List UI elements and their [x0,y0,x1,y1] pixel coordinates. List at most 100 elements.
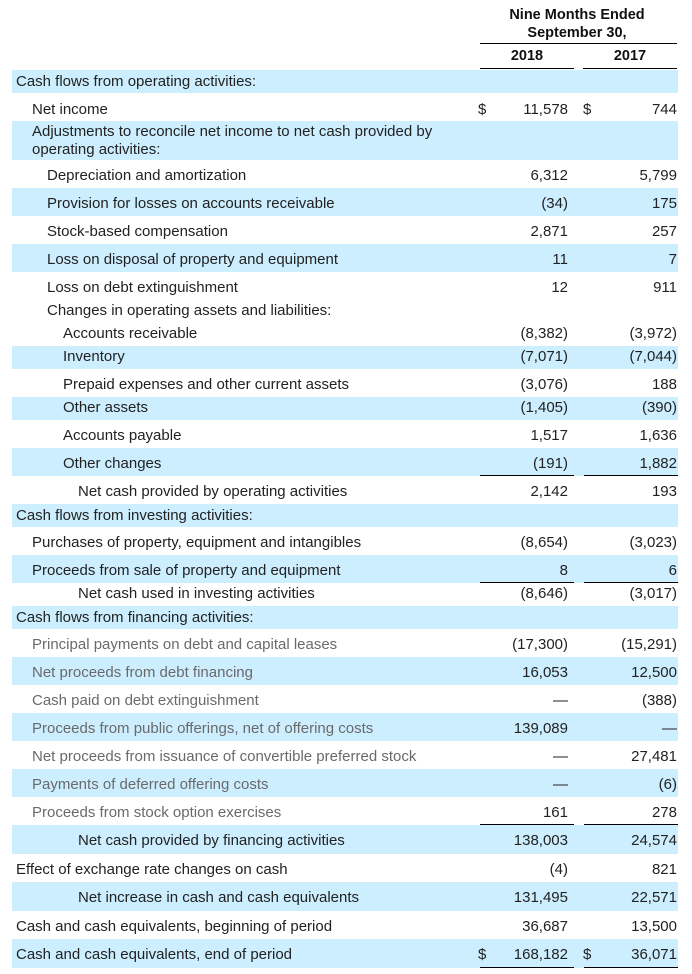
row-label: Cash paid on debt extinguishment [32,692,259,709]
value-2018: 8 [559,562,568,579]
value-2018: 16,053 [522,664,568,681]
table-row: Changes in operating assets and liabilit… [12,300,678,323]
value-2018: (8,654) [520,534,568,551]
value-2017: 744 [651,101,677,118]
value-2017: (3,972) [629,325,677,342]
row-label: Proceeds from stock option exercises [32,804,282,821]
value-2017: (388) [641,692,677,709]
period-title: Nine Months Ended September 30, [470,6,684,42]
row-label: Stock-based compensation [47,223,228,240]
value-2017: 1,882 [639,455,677,472]
value-2017: 6 [668,562,677,579]
row-label: Net cash provided by operating activitie… [78,483,348,500]
value-2018: 138,003 [513,832,568,849]
subtotal-rule [480,475,574,476]
value-2017: (15,291) [621,636,677,653]
table-row: Net income $ $11,578 744 [12,93,678,121]
row-label: Other assets [63,399,149,416]
table-row: Proceeds from stock option exercises 161 2… [12,797,678,825]
currency-symbol-2017: $ [583,946,592,963]
row-label: Depreciation and amortization [47,167,247,184]
subtotal-rule [584,582,678,583]
subtotal-rule [584,475,678,476]
table-row: Net cash provided by financing activitie… [12,825,678,854]
value-2018: 11 [552,251,568,268]
row-label: Proceeds from public offerings, net of o… [32,720,374,737]
value-2018: 139,089 [513,720,568,737]
table-header: Nine Months Ended September 30, 2018 201… [0,0,692,70]
value-2017: 36,071 [631,946,677,963]
value-2018: 131,495 [513,889,568,906]
value-2017: 7 [668,251,677,268]
period-title-line1: Nine Months Ended [509,7,645,23]
value-2017: (7,044) [629,348,677,365]
row-label: Cash and cash equivalents, beginning of … [16,918,333,935]
value-2018: 168,182 [513,946,568,963]
value-2018: (7,071) [520,348,568,365]
value-2018: (4) [549,861,568,878]
value-2017: 27,481 [631,748,677,765]
table-row: Depreciation and amortization 6,312 5,799 [12,160,678,188]
row-label: Cash flows from investing activities: [16,507,253,524]
table-row: Cash and cash equivalents, end of period… [12,939,678,968]
row-label: Net proceeds from issuance of convertibl… [32,748,417,765]
row-label: Net income [32,101,108,118]
value-2017: (3,023) [629,534,677,551]
value-2017: 24,574 [631,832,677,849]
row-label: Accounts receivable [63,325,198,342]
value-2017: 278 [651,804,677,821]
table-row: Net cash used in investing activities (8,… [12,583,678,606]
column-rule-2017 [583,68,677,69]
value-2017: 22,571 [631,889,677,906]
row-label: Changes in operating assets and liabilit… [47,302,332,319]
table-row: Proceeds from sale of property and equip… [12,555,678,583]
table-row: Other assets (1,405) (390) [12,397,678,420]
row-label: Loss on disposal of property and equipme… [47,251,339,268]
value-2018: 2,871 [530,223,568,240]
table-row: Cash flows from investing activities: [12,504,678,527]
value-2017: 12,500 [631,664,677,681]
row-label: Proceeds from sale of property and equip… [32,562,341,579]
row-label: Net cash used in investing activities [78,585,315,602]
row-label: Other changes [63,455,162,472]
currency-symbol-2018: $ [478,946,487,963]
table-row: Loss on debt extinguishment 12 911 [12,272,678,300]
table-row: Inventory (7,071) (7,044) [12,346,678,369]
subtotal-rule [480,824,574,825]
table-row: Cash and cash equivalents, beginning of … [12,911,678,939]
subtotal-rule [584,967,678,968]
row-label: Cash and cash equivalents, end of period [16,946,293,963]
value-2018: (8,382) [520,325,568,342]
table-row: Accounts receivable (8,382) (3,972) [12,323,678,346]
table-row: Stock-based compensation 2,871 257 [12,216,678,244]
row-label: Cash flows from operating activities: [16,73,257,90]
table-row: Net proceeds from debt financing 16,053 12… [12,657,678,685]
row-label: Effect of exchange rate changes on cash [16,861,288,878]
row-label: Net increase in cash and cash equivalent… [78,889,360,906]
table-row: Payments of deferred offering costs — (6) [12,769,678,797]
table-row: Effect of exchange rate changes on cash (… [12,854,678,882]
currency-symbol-2018: $ [478,101,487,118]
row-label: Accounts payable [63,427,182,444]
value-2018: 161 [542,804,568,821]
row-label: Cash flows from financing activities: [16,609,254,626]
subtotal-rule [584,824,678,825]
row-label: Provision for losses on accounts receiva… [47,195,335,212]
value-2017: 188 [651,376,677,393]
column-rule-2018 [480,68,574,69]
table-row: Principal payments on debt and capital l… [12,629,678,657]
row-label: Payments of deferred offering costs [32,776,269,793]
value-2018: — [553,776,568,793]
period-title-line2: September 30, [527,25,627,41]
value-2018: (17,300) [512,636,568,653]
value-2018: (191) [532,455,568,472]
value-2017: 911 [653,279,677,296]
table-row: Accounts payable 1,517 1,636 [12,420,678,448]
value-2018: (34) [541,195,568,212]
table-row: Net increase in cash and cash equivalent… [12,882,678,911]
table-row: Provision for losses on accounts receiva… [12,188,678,216]
value-2017: — [662,720,677,737]
table-row: Prepaid expenses and other current asset… [12,369,678,397]
row-label: Principal payments on debt and capital l… [32,636,338,653]
row-label: Adjustments to reconcile net income to n… [32,123,433,158]
